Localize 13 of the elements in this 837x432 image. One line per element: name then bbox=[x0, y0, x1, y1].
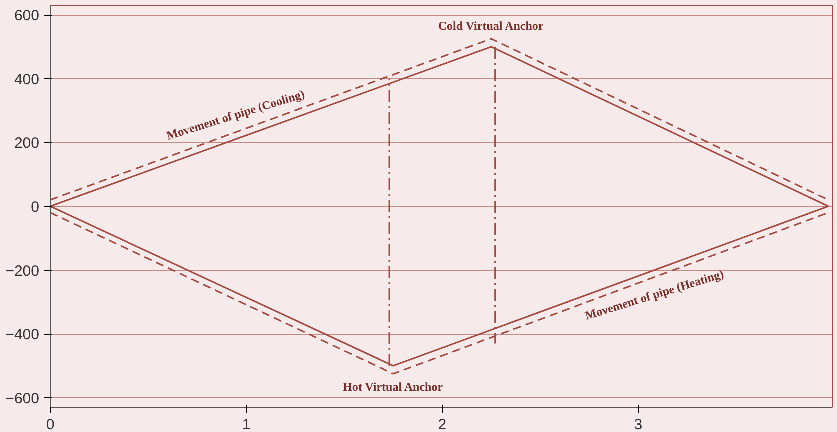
y-tick-label: 0 bbox=[31, 199, 40, 216]
y-tick-label: 400 bbox=[14, 71, 40, 88]
y-tick-label: −400 bbox=[6, 326, 40, 344]
x-tick-label: 2 bbox=[438, 416, 447, 432]
x-tick-label: 0 bbox=[46, 416, 55, 432]
annotation: Hot Virtual Anchor bbox=[343, 380, 444, 394]
y-tick-label: 600 bbox=[14, 8, 40, 25]
y-tick-label: −200 bbox=[6, 262, 40, 280]
x-tick-label: 3 bbox=[634, 416, 643, 432]
y-tick-label: 200 bbox=[14, 135, 40, 152]
x-tick-label: 1 bbox=[242, 416, 251, 432]
annotation: Cold Virtual Anchor bbox=[438, 19, 544, 34]
y-tick-label: −600 bbox=[6, 390, 40, 408]
